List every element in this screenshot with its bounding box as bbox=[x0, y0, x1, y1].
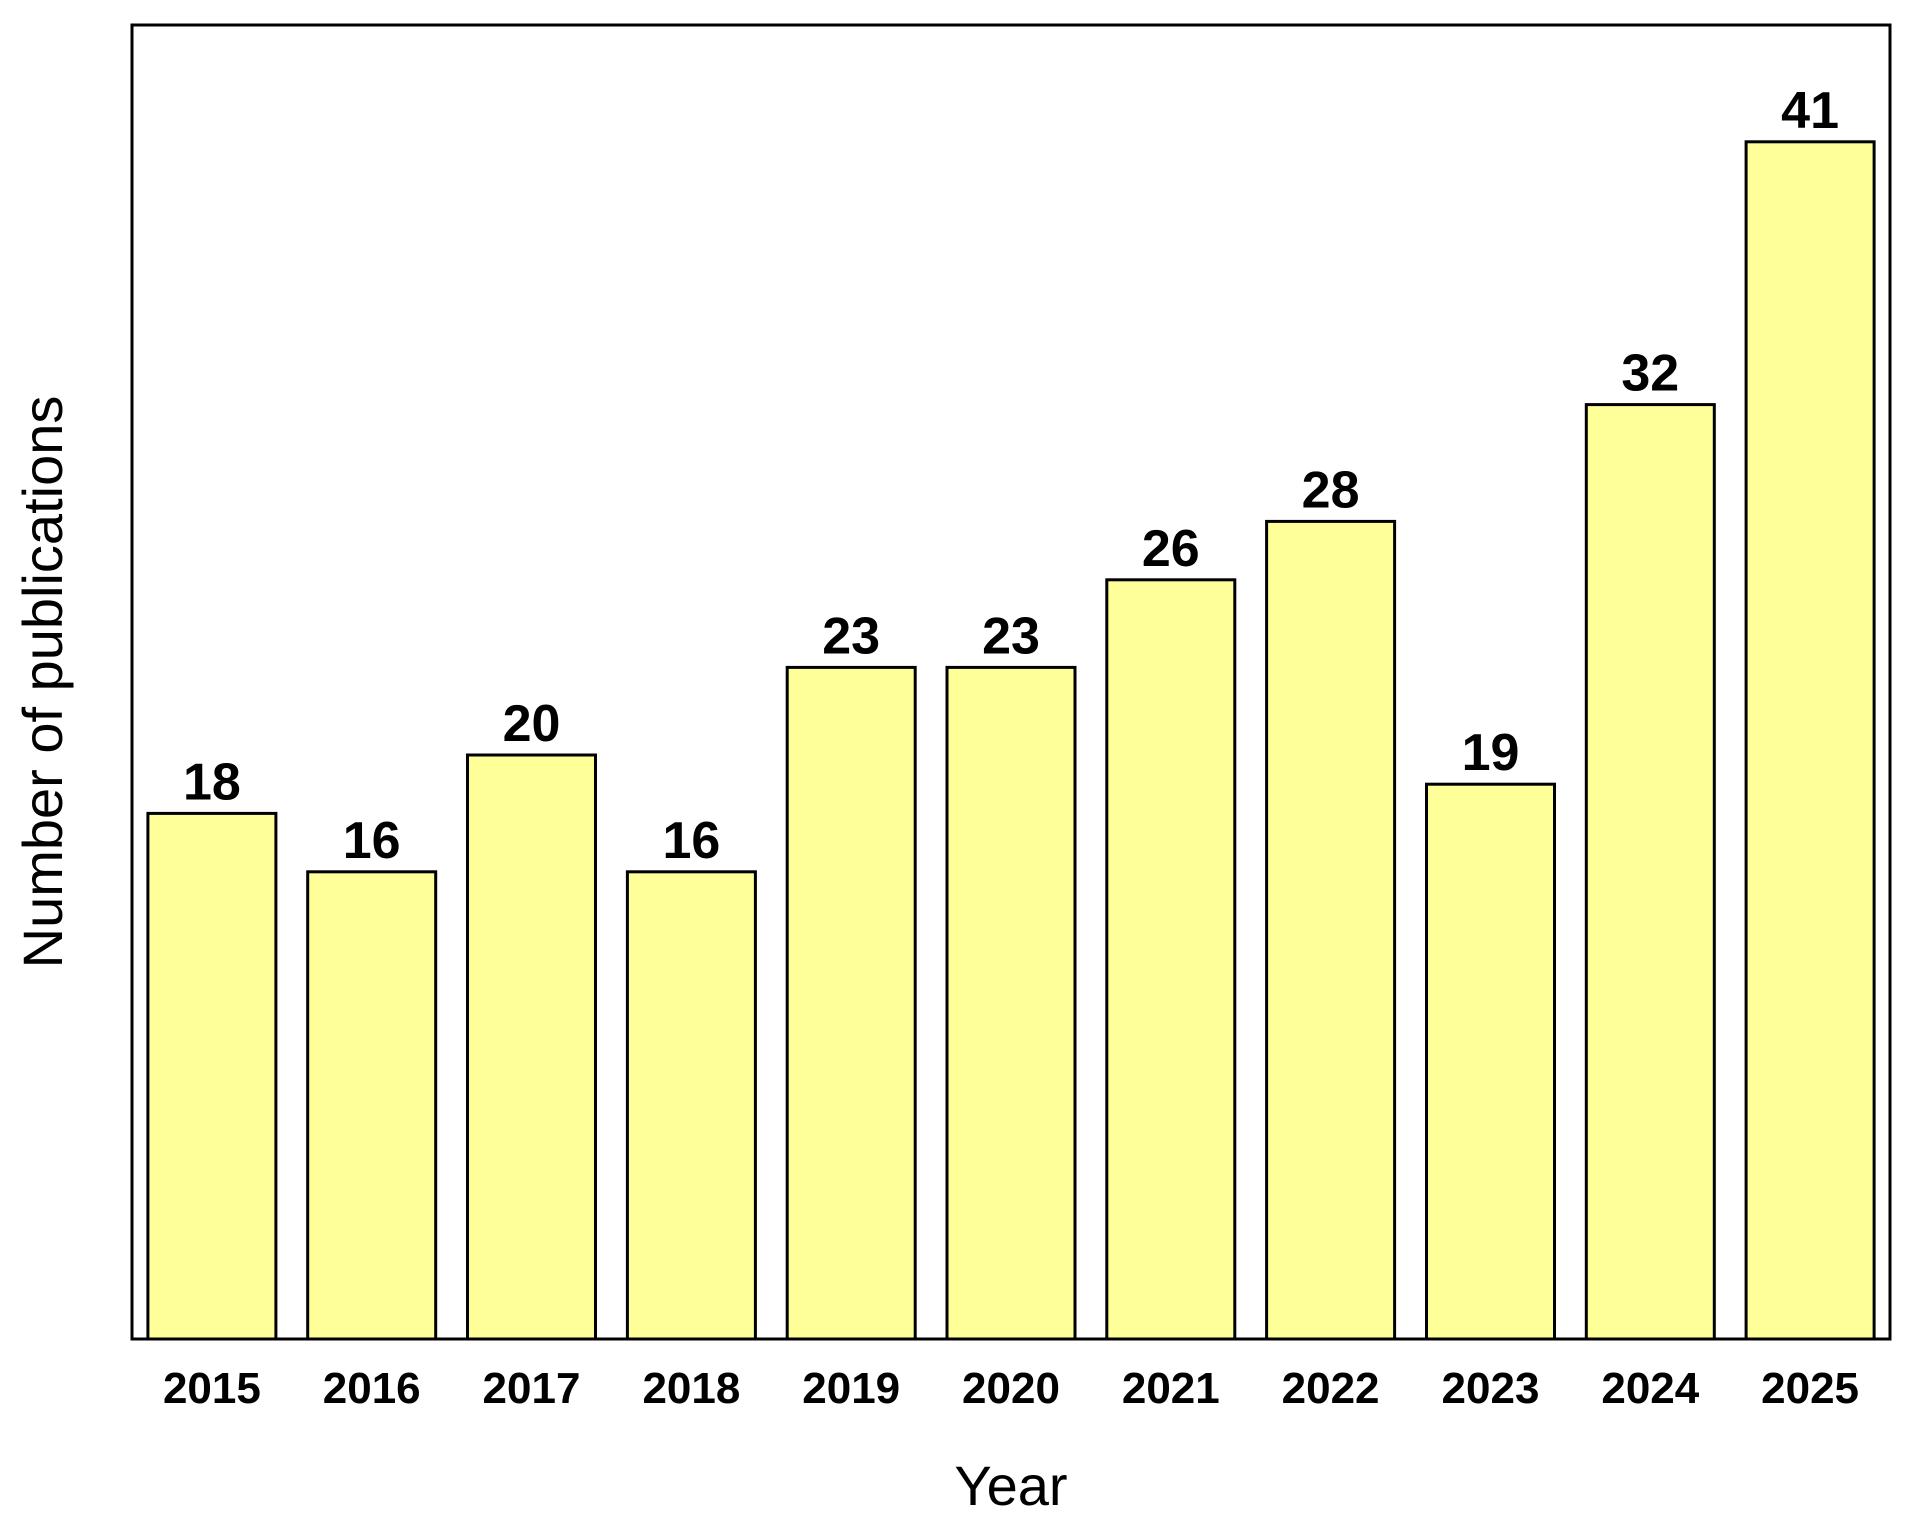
x-tick-label-2025: 2025 bbox=[1761, 1364, 1859, 1413]
x-tick-label-2016: 2016 bbox=[323, 1364, 421, 1413]
value-label-2019: 23 bbox=[822, 607, 880, 665]
value-label-2017: 20 bbox=[503, 695, 561, 753]
value-label-2023: 19 bbox=[1462, 724, 1520, 782]
x-axis-title: Year bbox=[954, 1454, 1067, 1517]
value-label-2018: 16 bbox=[662, 812, 720, 870]
bar-2018 bbox=[625, 870, 757, 1341]
plot-area-frame bbox=[130, 23, 1892, 1341]
bar-2015 bbox=[146, 811, 278, 1341]
value-label-2016: 16 bbox=[343, 812, 401, 870]
value-label-2015: 18 bbox=[183, 753, 241, 811]
value-label-2021: 26 bbox=[1142, 520, 1200, 578]
bar-series bbox=[146, 140, 1876, 1341]
x-tick-label-2017: 2017 bbox=[483, 1364, 581, 1413]
x-tick-label-2018: 2018 bbox=[642, 1364, 740, 1413]
bar-2020 bbox=[945, 665, 1077, 1341]
y-axis-title: Number of publications bbox=[11, 396, 74, 969]
x-tick-label-2020: 2020 bbox=[962, 1364, 1060, 1413]
data-labels: 18 16 20 16 23 23 26 28 19 32 41 bbox=[183, 82, 1839, 870]
value-label-2022: 28 bbox=[1302, 461, 1360, 519]
bar-2019 bbox=[785, 665, 917, 1341]
x-tick-label-2015: 2015 bbox=[163, 1364, 261, 1413]
bar-2025 bbox=[1744, 140, 1876, 1341]
x-tick-label-2024: 2024 bbox=[1601, 1364, 1699, 1413]
value-label-2020: 23 bbox=[982, 607, 1040, 665]
value-label-2024: 32 bbox=[1621, 345, 1679, 403]
x-tick-label-2019: 2019 bbox=[802, 1364, 900, 1413]
x-tick-label-2021: 2021 bbox=[1122, 1364, 1220, 1413]
x-tick-label-2022: 2022 bbox=[1282, 1364, 1380, 1413]
bar-2016 bbox=[306, 870, 438, 1341]
bar-2024 bbox=[1584, 403, 1716, 1341]
x-axis-ticks: 2015 2016 2017 2018 2019 2020 2021 2022 2023 2024… bbox=[163, 1364, 1859, 1413]
bar-2022 bbox=[1265, 519, 1397, 1341]
x-tick-label-2023: 2023 bbox=[1442, 1364, 1540, 1413]
bar-2021 bbox=[1105, 578, 1237, 1341]
bar-2017 bbox=[466, 753, 597, 1341]
value-label-2025: 41 bbox=[1781, 82, 1839, 140]
bar-2023 bbox=[1425, 782, 1556, 1341]
